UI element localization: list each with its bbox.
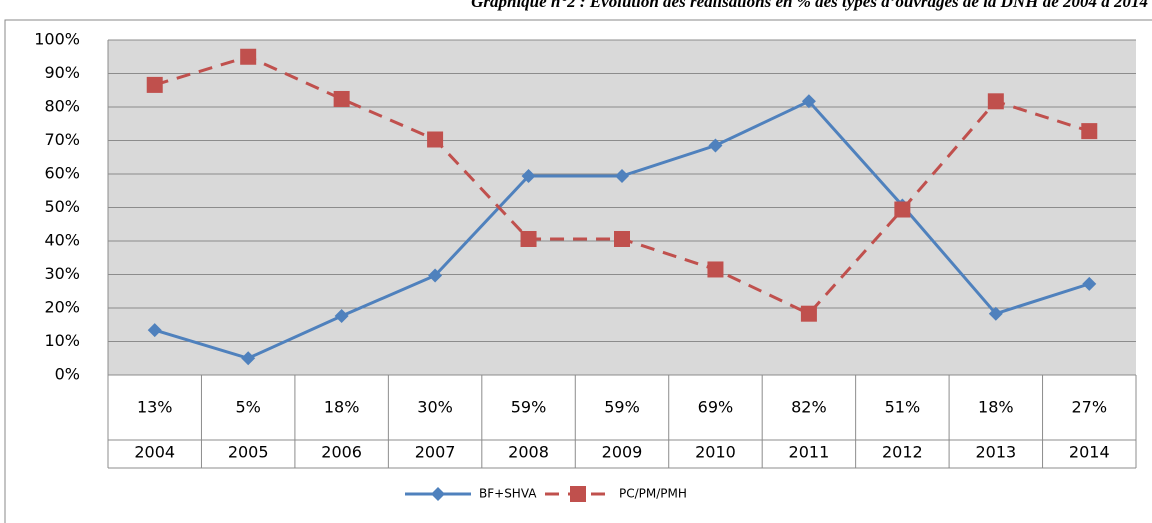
point: [146, 76, 163, 93]
y-tick-label: 40%: [44, 231, 80, 250]
point: [615, 169, 629, 184]
x-tick-label: 2009: [602, 443, 643, 462]
point: [894, 201, 911, 218]
point: [800, 305, 817, 322]
point: [1081, 123, 1098, 140]
table-value: 5%: [235, 398, 260, 417]
legend-marker: [570, 486, 586, 502]
chart-title: Graphique n°2 : Evolution des réalisatio…: [471, 0, 1148, 11]
x-tick-label: 2008: [508, 443, 549, 462]
table-value: 27%: [1071, 398, 1107, 417]
table-value: 13%: [137, 398, 173, 417]
x-tick-label: 2004: [134, 443, 175, 462]
y-tick-label: 10%: [44, 331, 80, 350]
point: [427, 131, 444, 148]
legend-label: PC/PM/PMH: [619, 487, 687, 501]
y-tick-label: 80%: [44, 97, 80, 116]
y-tick-label: 100%: [34, 30, 80, 49]
table-value: 18%: [978, 398, 1014, 417]
y-tick-label: 20%: [44, 298, 80, 317]
table-value: 51%: [885, 398, 921, 417]
point: [521, 169, 536, 184]
x-tick-label: 2006: [321, 443, 362, 462]
point: [428, 268, 443, 283]
x-tick-label: 2013: [975, 443, 1016, 462]
legend-marker: [431, 487, 445, 501]
x-tick-label: 2012: [882, 443, 923, 462]
point: [1082, 276, 1097, 291]
table-value: 18%: [324, 398, 360, 417]
y-tick-label: 50%: [44, 197, 80, 216]
x-tick-label: 2011: [789, 443, 830, 462]
point: [241, 351, 256, 366]
y-tick-label: 70%: [44, 130, 80, 149]
y-tick-label: 60%: [44, 164, 80, 183]
table-value: 30%: [417, 398, 453, 417]
point: [520, 230, 537, 247]
table-value: 59%: [511, 398, 547, 417]
point: [801, 94, 816, 109]
point: [333, 90, 350, 107]
point: [147, 323, 162, 338]
point: [707, 261, 724, 278]
x-tick-label: 2005: [228, 443, 269, 462]
x-tick-label: 2010: [695, 443, 736, 462]
table-value: 69%: [698, 398, 734, 417]
table-value: 82%: [791, 398, 827, 417]
y-tick-label: 90%: [44, 63, 80, 82]
point: [988, 306, 1003, 321]
y-tick-label: 0%: [55, 365, 80, 384]
legend-label: BF+SHVA: [479, 487, 537, 501]
point: [334, 309, 349, 324]
point: [240, 48, 257, 65]
table-value: 59%: [604, 398, 640, 417]
point: [708, 138, 723, 153]
point: [614, 230, 630, 247]
y-tick-label: 30%: [44, 264, 80, 283]
x-tick-label: 2007: [415, 443, 456, 462]
title-band: [0, 0, 1152, 14]
point: [987, 93, 1004, 110]
x-tick-label: 2014: [1069, 443, 1110, 462]
